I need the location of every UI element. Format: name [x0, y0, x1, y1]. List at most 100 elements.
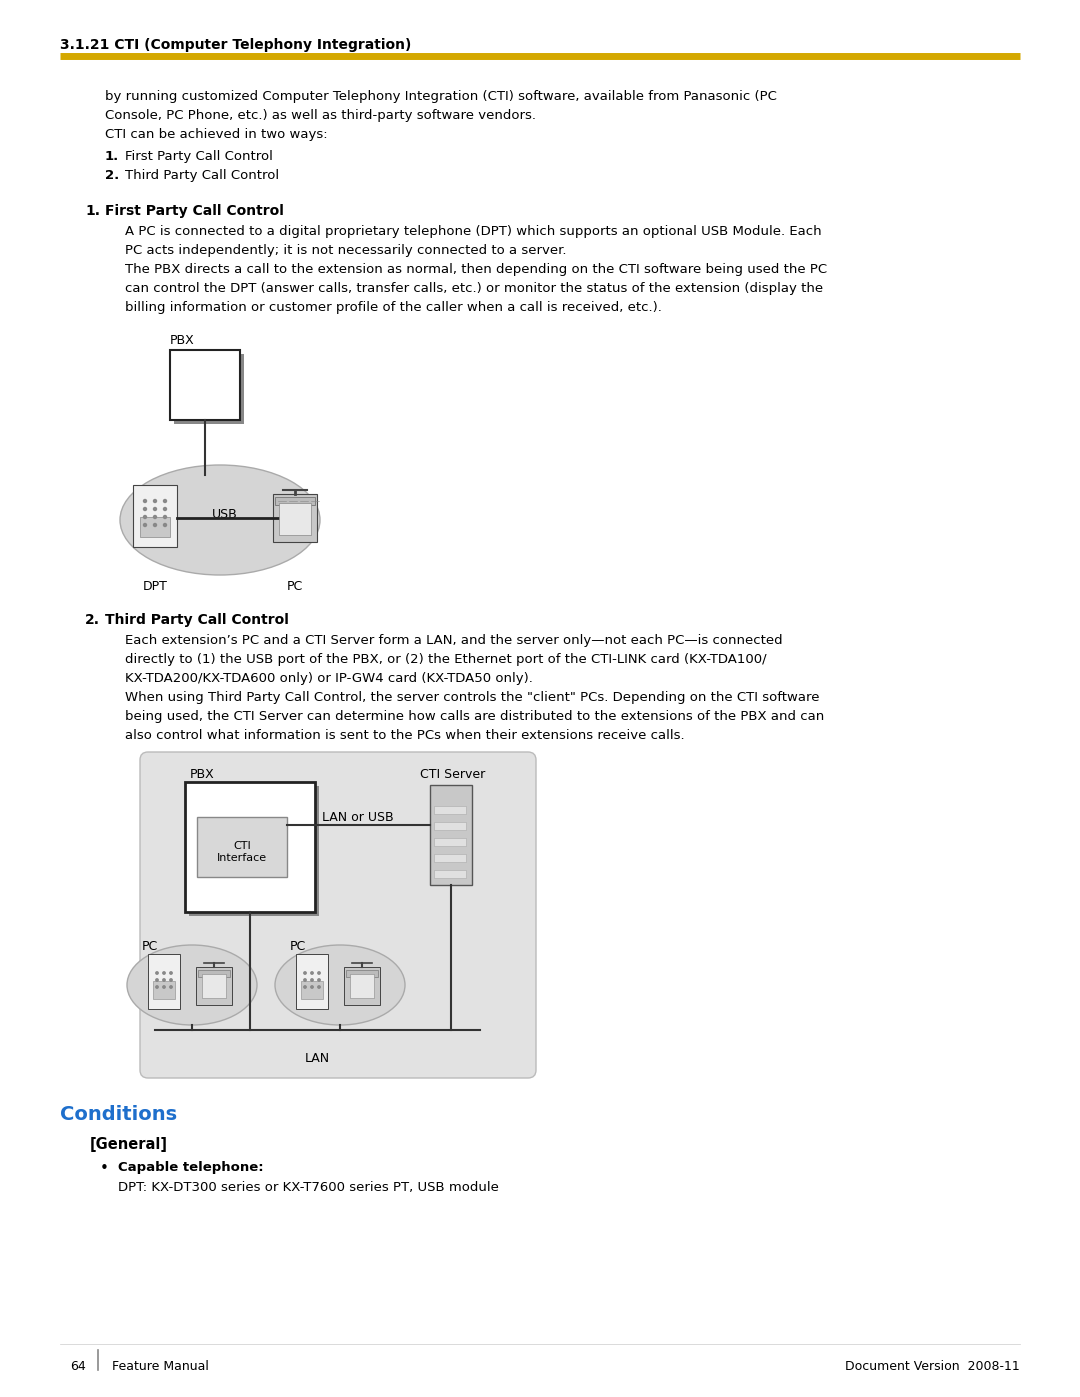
Circle shape	[163, 979, 165, 981]
Text: Capable telephone:: Capable telephone:	[118, 1161, 264, 1173]
FancyBboxPatch shape	[346, 970, 378, 977]
Text: •: •	[100, 1161, 109, 1176]
Circle shape	[303, 979, 307, 981]
FancyBboxPatch shape	[296, 954, 328, 1009]
Text: billing information or customer profile of the caller when a call is received, e: billing information or customer profile …	[125, 300, 662, 314]
FancyBboxPatch shape	[430, 785, 472, 886]
Circle shape	[153, 524, 157, 527]
Circle shape	[163, 507, 166, 510]
Text: The PBX directs a call to the extension as normal, then depending on the CTI sof: The PBX directs a call to the extension …	[125, 263, 827, 277]
Circle shape	[153, 500, 157, 503]
Circle shape	[156, 979, 158, 981]
FancyBboxPatch shape	[195, 967, 232, 1004]
FancyBboxPatch shape	[189, 787, 319, 916]
FancyBboxPatch shape	[345, 967, 380, 1004]
Circle shape	[144, 500, 147, 503]
Text: CTI
Interface: CTI Interface	[217, 841, 267, 863]
Text: LAN: LAN	[305, 1052, 329, 1065]
Circle shape	[144, 507, 147, 510]
Circle shape	[163, 500, 166, 503]
Text: Console, PC Phone, etc.) as well as third-party software vendors.: Console, PC Phone, etc.) as well as thir…	[105, 109, 536, 122]
Ellipse shape	[120, 465, 320, 576]
Circle shape	[170, 972, 172, 974]
Circle shape	[318, 986, 320, 988]
FancyBboxPatch shape	[174, 353, 244, 425]
Text: USB: USB	[212, 509, 238, 521]
Text: A PC is connected to a digital proprietary telephone (DPT) which supports an opt: A PC is connected to a digital proprieta…	[125, 225, 822, 237]
FancyBboxPatch shape	[434, 821, 465, 830]
Text: 3.1.21 CTI (Computer Telephony Integration): 3.1.21 CTI (Computer Telephony Integrati…	[60, 38, 411, 52]
Ellipse shape	[275, 944, 405, 1025]
Text: Third Party Call Control: Third Party Call Control	[105, 613, 288, 627]
Text: [General]: [General]	[90, 1137, 168, 1153]
Text: directly to (1) the USB port of the PBX, or (2) the Ethernet port of the CTI-LIN: directly to (1) the USB port of the PBX,…	[125, 652, 767, 666]
FancyBboxPatch shape	[140, 752, 536, 1078]
FancyBboxPatch shape	[301, 981, 323, 999]
Circle shape	[311, 972, 313, 974]
Circle shape	[303, 986, 307, 988]
Text: PC: PC	[141, 940, 159, 953]
Text: PBX: PBX	[190, 768, 215, 781]
Text: CTI Server: CTI Server	[420, 768, 485, 781]
FancyBboxPatch shape	[202, 974, 226, 997]
Text: 1.: 1.	[105, 149, 119, 163]
Circle shape	[311, 986, 313, 988]
Circle shape	[163, 515, 166, 518]
Text: being used, the CTI Server can determine how calls are distributed to the extens: being used, the CTI Server can determine…	[125, 710, 824, 724]
Text: CTI can be achieved in two ways:: CTI can be achieved in two ways:	[105, 129, 327, 141]
FancyBboxPatch shape	[275, 497, 315, 504]
Circle shape	[170, 979, 172, 981]
Text: LAN or USB: LAN or USB	[322, 812, 394, 824]
FancyBboxPatch shape	[170, 351, 240, 420]
Circle shape	[311, 979, 313, 981]
Text: also control what information is sent to the PCs when their extensions receive c: also control what information is sent to…	[125, 729, 685, 742]
Text: can control the DPT (answer calls, transfer calls, etc.) or monitor the status o: can control the DPT (answer calls, trans…	[125, 282, 823, 295]
Text: Each extension’s PC and a CTI Server form a LAN, and the server only—not each PC: Each extension’s PC and a CTI Server for…	[125, 634, 783, 647]
Text: When using Third Party Call Control, the server controls the "client" PCs. Depen: When using Third Party Call Control, the…	[125, 692, 820, 704]
Circle shape	[163, 524, 166, 527]
Text: DPT: KX-DT300 series or KX-T7600 series PT, USB module: DPT: KX-DT300 series or KX-T7600 series …	[118, 1180, 499, 1194]
Text: Third Party Call Control: Third Party Call Control	[125, 169, 279, 182]
Circle shape	[153, 507, 157, 510]
Circle shape	[318, 972, 320, 974]
FancyBboxPatch shape	[434, 854, 465, 862]
Text: PBX: PBX	[170, 334, 194, 346]
Circle shape	[303, 972, 307, 974]
Text: First Party Call Control: First Party Call Control	[105, 204, 284, 218]
Circle shape	[144, 524, 147, 527]
FancyBboxPatch shape	[133, 485, 177, 548]
Text: First Party Call Control: First Party Call Control	[125, 149, 273, 163]
Text: Document Version  2008-11: Document Version 2008-11	[846, 1361, 1020, 1373]
Circle shape	[163, 972, 165, 974]
Text: PC: PC	[291, 940, 307, 953]
Text: DPT: DPT	[143, 580, 167, 592]
Text: by running customized Computer Telephony Integration (CTI) software, available f: by running customized Computer Telephony…	[105, 89, 777, 103]
Circle shape	[153, 515, 157, 518]
FancyBboxPatch shape	[273, 495, 318, 542]
FancyBboxPatch shape	[434, 838, 465, 847]
FancyBboxPatch shape	[434, 870, 465, 877]
Text: KX-TDA200/KX-TDA600 only) or IP-GW4 card (KX-TDA50 only).: KX-TDA200/KX-TDA600 only) or IP-GW4 card…	[125, 672, 532, 685]
Text: PC: PC	[287, 580, 303, 592]
FancyBboxPatch shape	[185, 782, 315, 912]
FancyBboxPatch shape	[153, 981, 175, 999]
FancyBboxPatch shape	[279, 503, 311, 535]
FancyBboxPatch shape	[140, 517, 170, 536]
Circle shape	[156, 972, 158, 974]
Text: 2.: 2.	[105, 169, 119, 182]
Circle shape	[156, 986, 158, 988]
FancyBboxPatch shape	[350, 974, 374, 997]
FancyBboxPatch shape	[198, 970, 230, 977]
Ellipse shape	[127, 944, 257, 1025]
Circle shape	[170, 986, 172, 988]
Text: 2.: 2.	[85, 613, 100, 627]
Text: Feature Manual: Feature Manual	[112, 1361, 208, 1373]
Circle shape	[318, 979, 320, 981]
Text: 1.: 1.	[85, 204, 100, 218]
Circle shape	[163, 986, 165, 988]
Circle shape	[144, 515, 147, 518]
Text: Conditions: Conditions	[60, 1105, 177, 1125]
FancyBboxPatch shape	[434, 806, 465, 814]
Text: PC acts independently; it is not necessarily connected to a server.: PC acts independently; it is not necessa…	[125, 244, 567, 257]
FancyBboxPatch shape	[148, 954, 180, 1009]
